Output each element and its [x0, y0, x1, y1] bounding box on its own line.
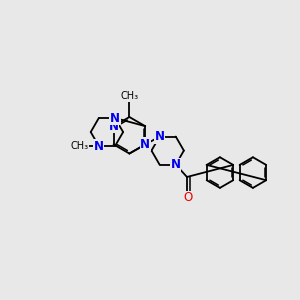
- Text: N: N: [154, 130, 165, 143]
- Text: N: N: [94, 140, 104, 153]
- Text: N: N: [109, 120, 118, 133]
- Text: N: N: [110, 112, 120, 124]
- Text: CH₃: CH₃: [70, 141, 89, 151]
- Text: N: N: [171, 158, 181, 171]
- Text: N: N: [140, 138, 150, 151]
- Text: CH₃: CH₃: [120, 92, 139, 101]
- Text: O: O: [183, 191, 192, 204]
